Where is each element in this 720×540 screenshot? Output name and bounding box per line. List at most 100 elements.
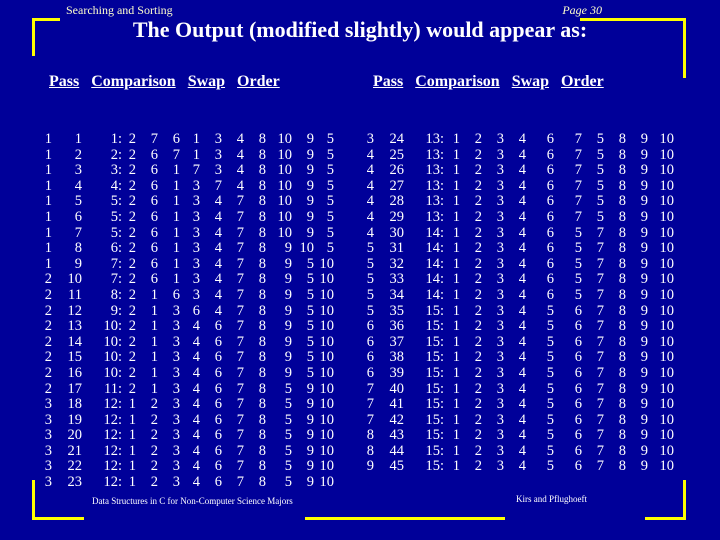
pass-cell: 2 bbox=[44, 380, 52, 397]
order-cell: 2 bbox=[474, 364, 482, 381]
table-row: 1 3 3: 2 6 1 7 3 4 8 10 9 5 bbox=[42, 163, 334, 179]
order-cell: 6 bbox=[546, 131, 554, 147]
order-cell: 5 bbox=[546, 411, 554, 428]
order-cell: 6 bbox=[150, 193, 158, 210]
order-cell: 9 bbox=[640, 427, 648, 444]
order-cell: 3 bbox=[192, 193, 200, 210]
order-cell: 3 bbox=[496, 349, 504, 366]
table-row: 7 42 15: 1 2 3 4 5 6 7 8 9 10 bbox=[364, 411, 674, 429]
pass-cell: 2 bbox=[44, 271, 52, 288]
pass-cell: 4 bbox=[366, 224, 374, 241]
table-row: 3 20 12: 1 2 3 4 6 7 8 5 9 10 bbox=[42, 428, 334, 444]
swap-cell: 12: bbox=[103, 396, 122, 413]
order-cell: 3 bbox=[496, 318, 504, 335]
order-cell: 8 bbox=[618, 271, 626, 288]
order-cell: 6 bbox=[574, 411, 582, 428]
order-cell: 6 bbox=[192, 302, 200, 319]
order-cell: 3 bbox=[496, 333, 504, 350]
order-cell: 6 bbox=[214, 458, 222, 475]
order-cell: 3 bbox=[172, 380, 180, 397]
pass-cell: 1 bbox=[44, 224, 52, 241]
order-cell: 3 bbox=[496, 396, 504, 413]
order-cell: 7 bbox=[236, 302, 244, 319]
order-cell: 6 bbox=[574, 458, 582, 475]
comparison-cell: 1 bbox=[74, 131, 82, 147]
order-cell: 7 bbox=[596, 396, 604, 413]
order-cell: 3 bbox=[192, 224, 200, 241]
header-comparison: Comparison bbox=[415, 73, 500, 90]
order-cell: 6 bbox=[546, 177, 554, 194]
pass-cell: 3 bbox=[44, 458, 52, 475]
order-cell: 2 bbox=[474, 318, 482, 335]
order-cell: 1 bbox=[452, 271, 460, 288]
order-cell: 9 bbox=[306, 427, 314, 444]
order-cell: 1 bbox=[452, 177, 460, 194]
order-cell: 4 bbox=[214, 302, 222, 319]
swap-cell: 15: bbox=[425, 411, 444, 428]
order-cell: 3 bbox=[496, 224, 504, 241]
order-cell: 10 bbox=[319, 474, 335, 491]
order-cell: 3 bbox=[172, 474, 180, 491]
order-cell: 1 bbox=[452, 224, 460, 241]
order-cell: 9 bbox=[306, 208, 314, 225]
order-cell: 8 bbox=[258, 131, 266, 147]
order-cell: 4 bbox=[192, 442, 200, 459]
order-cell: 9 bbox=[306, 131, 314, 147]
order-cell: 7 bbox=[236, 364, 244, 381]
comparison-cell: 28 bbox=[389, 193, 405, 210]
order-cell: 1 bbox=[452, 162, 460, 179]
swap-cell: 13: bbox=[425, 193, 444, 210]
order-cell: 8 bbox=[618, 131, 626, 147]
order-cell: 2 bbox=[128, 146, 136, 163]
order-cell: 4 bbox=[518, 333, 526, 350]
swap-cell: 13: bbox=[425, 177, 444, 194]
pass-cell: 5 bbox=[366, 255, 374, 272]
pass-cell: 1 bbox=[44, 146, 52, 163]
pass-cell: 2 bbox=[44, 286, 52, 303]
order-cell: 8 bbox=[618, 255, 626, 272]
order-cell: 2 bbox=[474, 131, 482, 147]
table-row: 1 1 1: 2 7 6 1 3 4 8 10 9 5 bbox=[42, 131, 334, 148]
order-cell: 8 bbox=[618, 146, 626, 163]
order-cell: 6 bbox=[214, 442, 222, 459]
order-cell: 7 bbox=[574, 146, 582, 163]
comparison-cell: 37 bbox=[389, 333, 405, 350]
comparison-cell: 12 bbox=[67, 302, 83, 319]
pass-cell: 5 bbox=[366, 240, 374, 257]
order-cell: 5 bbox=[596, 131, 604, 147]
order-cell: 9 bbox=[284, 286, 292, 303]
order-cell: 7 bbox=[596, 271, 604, 288]
order-cell: 1 bbox=[452, 427, 460, 444]
pass-cell: 7 bbox=[366, 411, 374, 428]
order-cell: 3 bbox=[496, 302, 504, 319]
order-cell: 10 bbox=[319, 286, 335, 303]
order-cell: 8 bbox=[618, 442, 626, 459]
order-cell: 2 bbox=[128, 271, 136, 288]
table-row: 2 16 10: 2 1 3 4 6 7 8 9 5 10 bbox=[42, 364, 335, 382]
table-row: 6 38 15: 1 2 3 4 5 6 7 8 9 10 bbox=[364, 350, 674, 366]
swap-cell: 12: bbox=[103, 442, 122, 459]
pass-cell: 3 bbox=[44, 474, 52, 491]
order-cell: 9 bbox=[640, 442, 648, 459]
order-cell: 4 bbox=[518, 271, 526, 288]
order-cell: 10 bbox=[659, 458, 675, 475]
order-cell: 5 bbox=[326, 146, 334, 163]
order-cell: 2 bbox=[474, 255, 482, 272]
order-cell: 2 bbox=[128, 302, 136, 319]
order-cell: 3 bbox=[172, 411, 180, 428]
table-row: 1 9 7: 2 6 1 3 4 7 8 9 5 10 bbox=[42, 255, 334, 273]
order-cell: 3 bbox=[496, 442, 504, 459]
order-cell: 1 bbox=[172, 255, 180, 272]
order-cell: 6 bbox=[214, 427, 222, 444]
order-cell: 5 bbox=[284, 411, 292, 428]
order-cell: 10 bbox=[659, 240, 675, 257]
pass-cell: 5 bbox=[366, 271, 374, 288]
swap-cell: 7: bbox=[110, 271, 122, 288]
order-cell: 10 bbox=[319, 364, 335, 381]
order-cell: 7 bbox=[596, 286, 604, 303]
order-cell: 8 bbox=[618, 193, 626, 210]
order-cell: 3 bbox=[172, 364, 180, 381]
pass-cell: 2 bbox=[44, 302, 52, 319]
comparison-cell: 27 bbox=[389, 177, 405, 194]
order-cell: 5 bbox=[596, 146, 604, 163]
